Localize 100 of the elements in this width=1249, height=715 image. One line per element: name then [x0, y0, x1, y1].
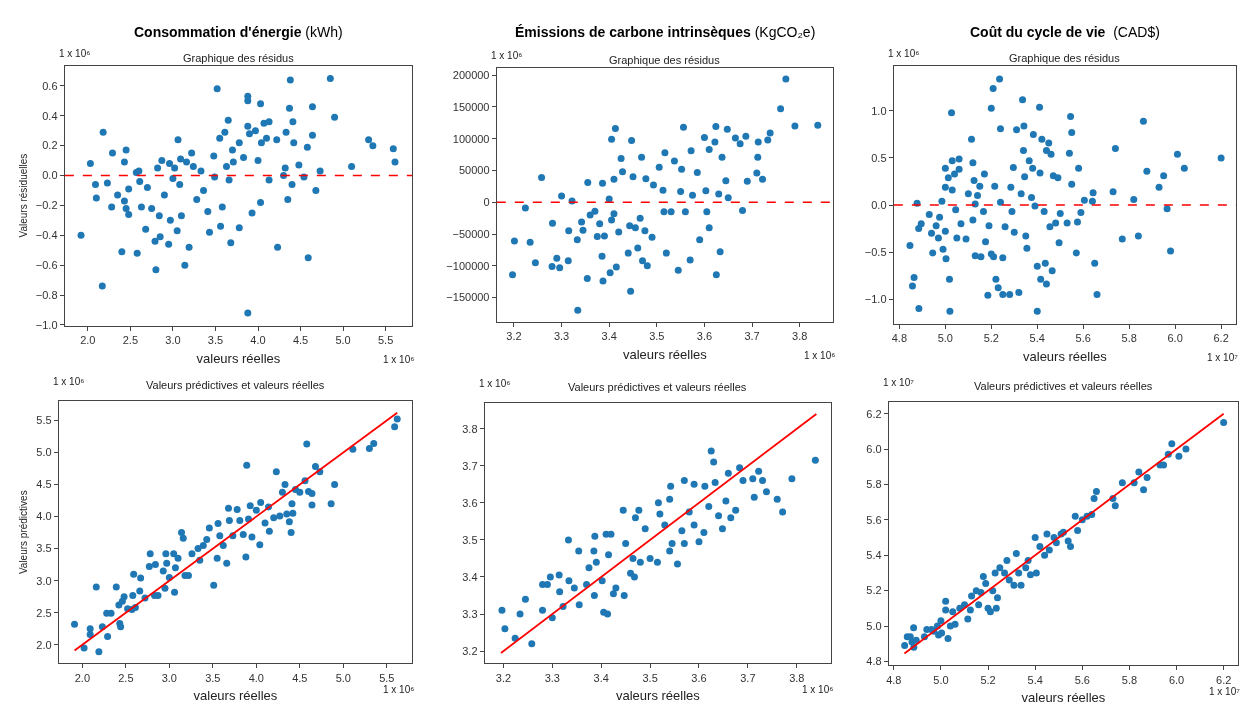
y-tick-label: 5.2 [866, 584, 882, 597]
x-axis-title: valeurs réelles [1021, 690, 1106, 706]
x-tick-label: 2.0 [80, 334, 96, 347]
y-tick-label: 1.0 [871, 104, 887, 117]
y-tick-label: 4.5 [36, 478, 52, 491]
x-tick-label: 3.0 [161, 671, 177, 684]
x-tick-label: 2.5 [122, 334, 139, 347]
y-tick-label: 3.5 [36, 542, 52, 555]
x-tick-label: 5.4 [1027, 673, 1043, 686]
y-axis-title: Valeurs résiduelles [17, 153, 29, 238]
x-tick-label: 4.8 [891, 332, 908, 345]
y-axis-title: Valeurs prédictives [18, 490, 30, 575]
y-tick-label: 3.8 [462, 422, 478, 435]
chart-title: Émissions de carbone intrinsèques (KgCO₂e) [515, 24, 816, 40]
y-tick-label: 5.4 [866, 549, 882, 562]
chart-title: Valeurs prédictives et valeurs réelles [568, 381, 747, 393]
chart-subtitle: Graphique des résidus [1009, 52, 1121, 64]
y-tick-label: −50000 [452, 227, 490, 240]
text: 1 x 10⁶ [59, 48, 91, 59]
x-tick-label: 3.4 [593, 671, 609, 684]
y-tick-label: 4.8 [866, 655, 882, 668]
y-tick-label: 6.0 [866, 442, 882, 455]
y-tick-label: 0.6 [42, 79, 58, 92]
text: 1 x 10⁶ [802, 684, 834, 695]
x-tick-label: 6.0 [1167, 332, 1183, 345]
text: 1 x 10⁷ [1209, 686, 1241, 697]
x-tick-label: 3.5 [207, 334, 224, 347]
y-tick-label: 5.8 [866, 478, 882, 491]
text: 1 x 10⁶ [383, 354, 415, 365]
y-tick-label: 5.0 [36, 446, 52, 459]
y-tick-label: 5.0 [866, 619, 882, 632]
x-axis-title: valeurs réelles [622, 346, 708, 362]
x-tick-label: 3.4 [601, 330, 617, 343]
x-tick-label: 4.0 [250, 334, 266, 347]
x-tick-label: 3.8 [789, 671, 805, 684]
y-tick-label: 150000 [452, 100, 490, 113]
y-tick-label: 0.0 [871, 198, 887, 211]
chart-title: Coût du cycle de vie (CAD$) [970, 24, 1160, 40]
y-tick-label: 3.3 [462, 607, 478, 620]
x-tick-label: 3.2 [495, 671, 512, 684]
x-tick-label: 2.0 [74, 671, 90, 684]
y-tick-label: 2.0 [36, 638, 52, 651]
y-tick-label: −0.6 [35, 259, 58, 272]
x-tick-label: 3.2 [506, 330, 522, 343]
text: 1 x 10⁶ [479, 378, 511, 389]
text: 1 x 10⁷ [1207, 352, 1239, 363]
x-tick-label: 3.3 [553, 330, 570, 343]
x-axis-title: valeurs réelles [1023, 348, 1108, 364]
y-tick-label: 0.2 [42, 139, 58, 152]
y-tick-label: 3.0 [36, 574, 52, 587]
text: 1 x 10⁷ [883, 377, 915, 388]
y-tick-label: 3.6 [462, 496, 478, 509]
x-tick-label: 4.5 [292, 334, 309, 347]
chart-subtitle: Graphique des résidus [183, 52, 295, 64]
x-tick-label: 5.0 [933, 673, 949, 686]
chart-title: Valeurs prédictives et valeurs réelles [974, 380, 1153, 392]
text: 1 x 10⁶ [888, 48, 920, 59]
x-tick-label: 3.8 [792, 330, 808, 343]
x-tick-label: 3.6 [696, 330, 713, 343]
y-tick-label: 5.6 [866, 513, 882, 526]
y-tick-label: 0.4 [42, 109, 58, 122]
x-tick-label: 6.0 [1168, 673, 1185, 686]
x-tick-label: 3.7 [744, 330, 760, 343]
y-tick-label: 3.7 [462, 459, 478, 472]
y-tick-label: 3.5 [462, 533, 478, 546]
text: 1 x 10⁶ [804, 350, 836, 361]
y-tick-label: −0.8 [35, 288, 58, 301]
x-tick-label: 3.0 [165, 334, 181, 347]
x-tick-label: 5.8 [1121, 673, 1138, 686]
y-tick-label: 100000 [452, 132, 490, 145]
x-tick-label: 5.2 [983, 332, 999, 345]
x-tick-label: 5.2 [980, 673, 996, 686]
x-tick-label: 5.6 [1074, 673, 1090, 686]
x-axis-title: valeurs réelles [193, 688, 278, 704]
y-tick-label: 3.4 [462, 570, 478, 583]
y-tick-label: 4.0 [36, 510, 52, 523]
y-tick-label: 5.5 [36, 414, 52, 427]
x-tick-label: 3.5 [649, 330, 665, 343]
x-tick-label: 6.2 [1216, 673, 1232, 686]
x-tick-label: 5.0 [335, 334, 351, 347]
chart-subtitle: Graphique des résidus [609, 54, 721, 66]
y-tick-label: 200000 [452, 69, 490, 81]
y-tick-label: 0 [483, 196, 490, 209]
y-tick-label: −1.0 [35, 318, 58, 331]
y-tick-label: −100000 [446, 259, 490, 272]
x-tick-label: 5.0 [335, 671, 351, 684]
x-tick-label: 3.6 [691, 671, 707, 684]
y-tick-label: 2.5 [36, 606, 52, 619]
y-tick-label: 50000 [458, 164, 490, 177]
y-tick-label: 0.0 [42, 169, 58, 182]
y-tick-label: −0.4 [35, 229, 58, 242]
chart-title: Consommation d'énergie (kWh) [134, 24, 343, 40]
text: 1 x 10⁶ [491, 50, 523, 61]
x-tick-label: 4.0 [248, 671, 264, 684]
x-tick-label: 5.8 [1121, 332, 1137, 345]
y-tick-label: −0.2 [35, 199, 58, 212]
x-tick-label: 3.5 [205, 671, 221, 684]
y-tick-label: 6.2 [866, 407, 882, 420]
y-tick-label: −0.5 [864, 245, 887, 258]
x-tick-label: 4.8 [886, 673, 902, 686]
